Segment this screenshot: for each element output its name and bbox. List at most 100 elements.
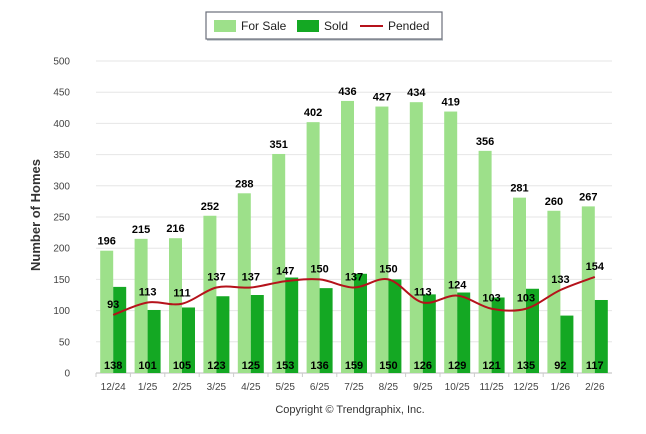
legend-box (205, 11, 443, 40)
x-tick-label: 4/25 (241, 382, 261, 393)
y-tick-label: 150 (53, 275, 70, 286)
sold-bar (182, 307, 195, 373)
for-sale-bar (341, 100, 354, 373)
sold-bar (113, 286, 127, 373)
for-sale-bar (513, 197, 526, 373)
for-sale-value-label: 215 (132, 224, 150, 236)
legend: For Sale Sold Pended (205, 11, 443, 41)
x-tick-label: 5/25 (275, 382, 295, 393)
pended-value-label: 137 (242, 272, 260, 284)
sold-value-label: 121 (482, 360, 500, 372)
sold-bar (250, 295, 264, 373)
sold-bar (147, 309, 161, 373)
x-tick-label: 10/25 (445, 382, 470, 393)
pended-value-label: 154 (586, 261, 605, 273)
for-sale-value-label: 356 (476, 136, 494, 148)
sold-value-label: 101 (138, 360, 156, 372)
pended-value-label: 150 (379, 263, 397, 275)
y-axis-title: Number of Homes (28, 159, 43, 271)
sold-bar (319, 288, 333, 373)
y-tick-label: 250 (53, 213, 70, 224)
for-sale-bar (547, 210, 561, 373)
pended-line (112, 275, 596, 316)
sold-value-label: 150 (379, 360, 397, 372)
x-tick-label: 2/26 (585, 382, 605, 393)
sold-value-label: 123 (207, 360, 225, 372)
pended-value-label: 147 (276, 265, 294, 277)
x-tick-label: 2/25 (172, 382, 192, 393)
x-tick-label: 12/24 (101, 382, 126, 393)
for-sale-bar (375, 106, 389, 373)
pended-value-label: 103 (482, 293, 500, 305)
x-tick-label: 12/25 (513, 382, 538, 393)
sold-bar (560, 315, 574, 373)
sold-value-label: 117 (586, 360, 604, 372)
for-sale-value-label: 216 (166, 223, 184, 235)
for-sale-bar (444, 111, 458, 373)
for-sale-value-label: 434 (407, 87, 426, 99)
axes: 0 50 100 150 200 250 300 350 400 450 500 12/24 1/25 2… (53, 57, 605, 394)
for-sale-bar (478, 150, 492, 373)
pended-value-label: 111 (173, 288, 190, 300)
sold-bar (526, 288, 539, 373)
for-sale-value-label: 281 (510, 183, 528, 195)
y-tick-label: 0 (64, 369, 70, 380)
sold-bar (285, 277, 299, 373)
sold-bar (354, 273, 367, 373)
sold-value-label: 138 (104, 360, 122, 372)
sold-value-label: 129 (448, 360, 466, 372)
for-sale-value-label: 196 (98, 236, 116, 248)
for-sale-value-label: 427 (373, 92, 391, 104)
bars (100, 100, 608, 374)
for-sale-bar (203, 215, 217, 373)
pended-value-label: 113 (139, 286, 157, 298)
legend-swatch-for-sale (214, 20, 236, 32)
for-sale-bar (237, 193, 251, 373)
for-sale-bar (100, 250, 114, 373)
sold-bar (388, 279, 402, 373)
for-sale-value-label: 260 (545, 196, 563, 208)
y-tick-label: 450 (53, 88, 70, 99)
y-tick-label: 200 (53, 244, 70, 255)
sold-value-label: 153 (276, 360, 294, 372)
pended-value-label: 137 (207, 272, 225, 284)
legend-label-pended: Pended (388, 19, 429, 33)
copyright-footer: Copyright © Trendgraphix, Inc. (275, 404, 424, 416)
legend-swatch-sold (297, 20, 319, 32)
sold-bar (216, 296, 230, 373)
data-labels: 196 138 215 101 216 105 252 123 288 125 351 153 402 1… (98, 86, 605, 372)
pended-value-label: 137 (345, 272, 363, 284)
x-tick-label: 6/25 (310, 382, 330, 393)
for-sale-bar (169, 238, 182, 373)
pended-value-label: 124 (448, 280, 467, 292)
sold-bar (457, 292, 471, 373)
sold-bar (594, 299, 608, 373)
legend-label-for-sale: For Sale (241, 19, 287, 33)
for-sale-value-label: 351 (270, 139, 288, 151)
for-sale-bar (409, 102, 423, 374)
pended-value-label: 150 (310, 263, 328, 275)
for-sale-value-label: 436 (338, 86, 356, 98)
x-tick-label: 1/25 (138, 382, 158, 393)
for-sale-value-label: 267 (579, 191, 597, 203)
pended-line-group (112, 275, 596, 316)
for-sale-value-label: 419 (442, 97, 460, 109)
pended-value-label: 93 (107, 299, 119, 311)
for-sale-bar (272, 153, 286, 373)
y-tick-label: 100 (53, 306, 70, 317)
x-tick-label: 3/25 (207, 382, 227, 393)
for-sale-bar (306, 122, 320, 373)
x-tick-label: 7/25 (344, 382, 364, 393)
sold-value-label: 159 (345, 360, 363, 372)
for-sale-value-label: 252 (201, 201, 219, 213)
sold-bar (422, 294, 436, 373)
legend-label-sold: Sold (324, 19, 348, 33)
y-tick-label: 400 (53, 119, 70, 130)
sold-value-label: 136 (310, 360, 328, 372)
pended-value-label: 133 (551, 274, 569, 286)
y-tick-label: 500 (53, 57, 70, 68)
y-tick-label: 50 (59, 337, 71, 348)
for-sale-bar (581, 206, 595, 373)
